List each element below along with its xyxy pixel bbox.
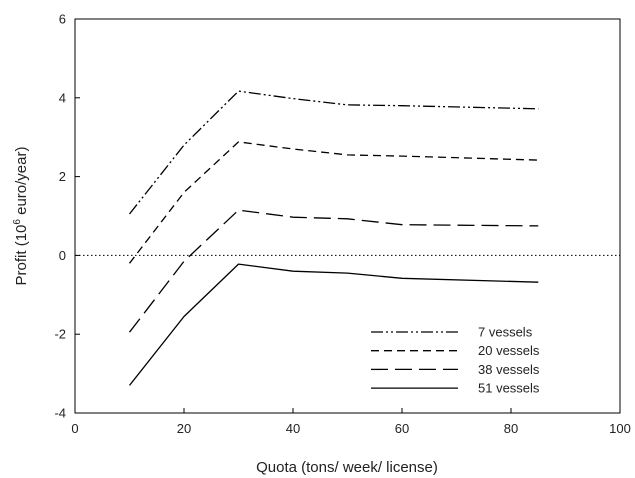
y-tick-label: 0 (59, 248, 66, 263)
x-tick-label: 80 (504, 421, 518, 436)
legend-label: 7 vessels (478, 325, 533, 340)
series-layer (128, 90, 539, 386)
x-tick-label: 20 (177, 421, 191, 436)
legend-label: 20 vessels (478, 343, 540, 358)
y-axis-title-exponent: 6 (12, 219, 23, 225)
y-tick-label: 4 (59, 90, 66, 105)
series-line-20-vessels (128, 141, 539, 264)
x-axis-title: Quota (tons/ week/ license) (256, 459, 438, 476)
x-tick-label: 100 (609, 421, 631, 436)
x-tick-label: 60 (395, 421, 409, 436)
y-tick-label: -4 (54, 406, 66, 421)
series-line-51-vessels (128, 263, 539, 386)
x-tick-label: 0 (71, 421, 78, 436)
y-axis-title: Profit (106 euro/year) (12, 147, 30, 286)
y-tick-label: 6 (59, 12, 66, 27)
y-tick-label: -2 (54, 327, 66, 342)
x-tick-label: 40 (286, 421, 300, 436)
y-axis-title-prefix: Profit (10 (13, 225, 30, 286)
series-line-38-vessels (128, 209, 539, 333)
plot-frame (74, 18, 621, 414)
legend-label: 38 vessels (478, 362, 540, 377)
axis-ticks: 0 20 40 60 80 100 -4 -2 0 2 4 6 (54, 12, 630, 437)
legend-label: 51 vessels (478, 381, 540, 396)
y-axis-title-suffix: euro/year) (13, 147, 30, 220)
legend: 7 vessels 20 vessels 38 vessels 51 vessels (371, 325, 540, 396)
y-tick-label: 2 (59, 169, 66, 184)
series-line-7-vessels (128, 90, 539, 215)
